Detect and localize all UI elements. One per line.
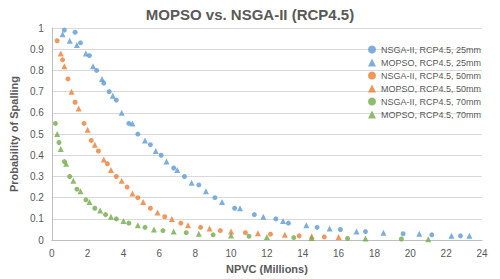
svg-text:NPVC (Millions): NPVC (Millions): [226, 263, 308, 275]
svg-text:Probability of Spalling: Probability of Spalling: [8, 76, 20, 192]
svg-text:4: 4: [121, 248, 127, 259]
svg-text:MOPSO, RCP4.5, 50mm: MOPSO, RCP4.5, 50mm: [381, 84, 481, 94]
svg-text:0: 0: [49, 248, 55, 259]
svg-text:0: 0: [38, 235, 44, 246]
svg-text:0.3: 0.3: [30, 171, 44, 182]
svg-text:16: 16: [333, 248, 345, 259]
svg-text:NSGA-II, RCP4.5, 70mm: NSGA-II, RCP4.5, 70mm: [381, 97, 481, 107]
svg-text:10: 10: [225, 248, 237, 259]
svg-text:NSGA-II, RCP4.5, 50mm: NSGA-II, RCP4.5, 50mm: [381, 71, 481, 81]
svg-text:12: 12: [261, 248, 273, 259]
svg-text:MOPSO vs. NSGA-II (RCP4.5): MOPSO vs. NSGA-II (RCP4.5): [146, 6, 354, 23]
svg-text:0.8: 0.8: [30, 65, 44, 76]
svg-text:24: 24: [476, 248, 488, 259]
svg-text:14: 14: [297, 248, 309, 259]
svg-text:2: 2: [85, 248, 91, 259]
svg-text:0.4: 0.4: [30, 150, 44, 161]
svg-text:0.6: 0.6: [30, 107, 44, 118]
svg-text:MOPSO, RCP4.5, 25mm: MOPSO, RCP4.5, 25mm: [381, 58, 481, 68]
svg-text:0.7: 0.7: [30, 86, 44, 97]
svg-text:0.5: 0.5: [30, 129, 44, 140]
svg-text:6: 6: [157, 248, 163, 259]
svg-text:0.1: 0.1: [30, 213, 44, 224]
svg-text:1: 1: [38, 23, 44, 34]
svg-text:NSGA-II, RCP4.5, 25mm: NSGA-II, RCP4.5, 25mm: [381, 45, 481, 55]
svg-text:22: 22: [441, 248, 453, 259]
svg-text:0.9: 0.9: [30, 44, 44, 55]
svg-text:20: 20: [405, 248, 417, 259]
svg-text:8: 8: [192, 248, 198, 259]
svg-text:0.2: 0.2: [30, 192, 44, 203]
svg-text:MOPSO, RCP4.5, 70mm: MOPSO, RCP4.5, 70mm: [381, 110, 481, 120]
svg-text:18: 18: [369, 248, 381, 259]
